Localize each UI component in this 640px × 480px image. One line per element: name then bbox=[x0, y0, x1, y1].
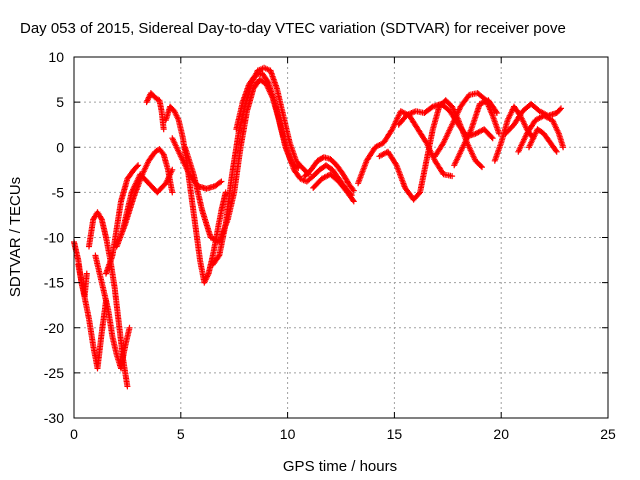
axes: 0 5 10 15 20 25 10 5 0 -5 -10 -15 -20 -25 -30 bbox=[44, 49, 616, 442]
y-tick-label: -25 bbox=[44, 365, 64, 381]
x-axis-label: GPS time / hours bbox=[283, 458, 397, 475]
chart-title: Day 053 of 2015, Sidereal Day-to-day VTE… bbox=[20, 20, 566, 37]
x-tick-label: 15 bbox=[387, 426, 403, 442]
y-axis-label: SDTVAR / TECUs bbox=[7, 177, 24, 297]
x-tick-label: 0 bbox=[70, 426, 78, 442]
data-point-markers bbox=[376, 97, 485, 203]
y-tick-label: 0 bbox=[56, 139, 64, 155]
x-tick-label: 20 bbox=[493, 426, 509, 442]
series-sat-14 bbox=[301, 154, 357, 194]
x-tick-label: 5 bbox=[177, 426, 185, 442]
series-sat-24 bbox=[526, 126, 560, 155]
data-point-markers bbox=[301, 154, 357, 194]
plot-frame bbox=[73, 56, 609, 419]
series-sat-19 bbox=[432, 90, 503, 160]
x-tick-label: 25 bbox=[600, 426, 616, 442]
series-sat-13 bbox=[233, 70, 355, 199]
series-sat-4 bbox=[92, 252, 133, 372]
series-sat-20 bbox=[451, 97, 500, 169]
series-sat-2 bbox=[75, 261, 109, 372]
y-tick-label: 5 bbox=[56, 94, 64, 110]
data-point-markers bbox=[515, 112, 567, 155]
data-point-markers bbox=[75, 261, 109, 372]
data-point-markers bbox=[120, 166, 176, 232]
y-tick-label: -10 bbox=[44, 230, 64, 246]
series-sat-7 bbox=[120, 166, 176, 232]
data-point-markers bbox=[432, 90, 503, 160]
series-sat-8 bbox=[143, 90, 167, 133]
y-tick-label: 10 bbox=[48, 49, 64, 65]
data-point-markers bbox=[451, 97, 500, 169]
y-tick-label: -15 bbox=[44, 275, 64, 291]
data-marks bbox=[71, 64, 567, 390]
series-sat-15 bbox=[310, 171, 357, 205]
data-point-markers bbox=[103, 162, 142, 277]
series-sat-23 bbox=[515, 112, 567, 155]
data-point-markers bbox=[143, 90, 167, 133]
data-point-markers bbox=[310, 171, 357, 205]
data-point-markers bbox=[526, 126, 560, 155]
series-sat-5 bbox=[103, 162, 142, 277]
series-sat-17 bbox=[376, 97, 485, 203]
y-tick-label: -5 bbox=[52, 184, 65, 200]
data-point-markers bbox=[92, 252, 133, 372]
y-tick-label: -30 bbox=[44, 410, 64, 426]
x-tick-label: 10 bbox=[280, 426, 296, 442]
data-point-markers bbox=[233, 70, 355, 199]
y-tick-label: -20 bbox=[44, 320, 64, 336]
grid-lines bbox=[74, 57, 608, 418]
series-sat-9 bbox=[162, 103, 229, 286]
data-point-markers bbox=[162, 103, 229, 286]
